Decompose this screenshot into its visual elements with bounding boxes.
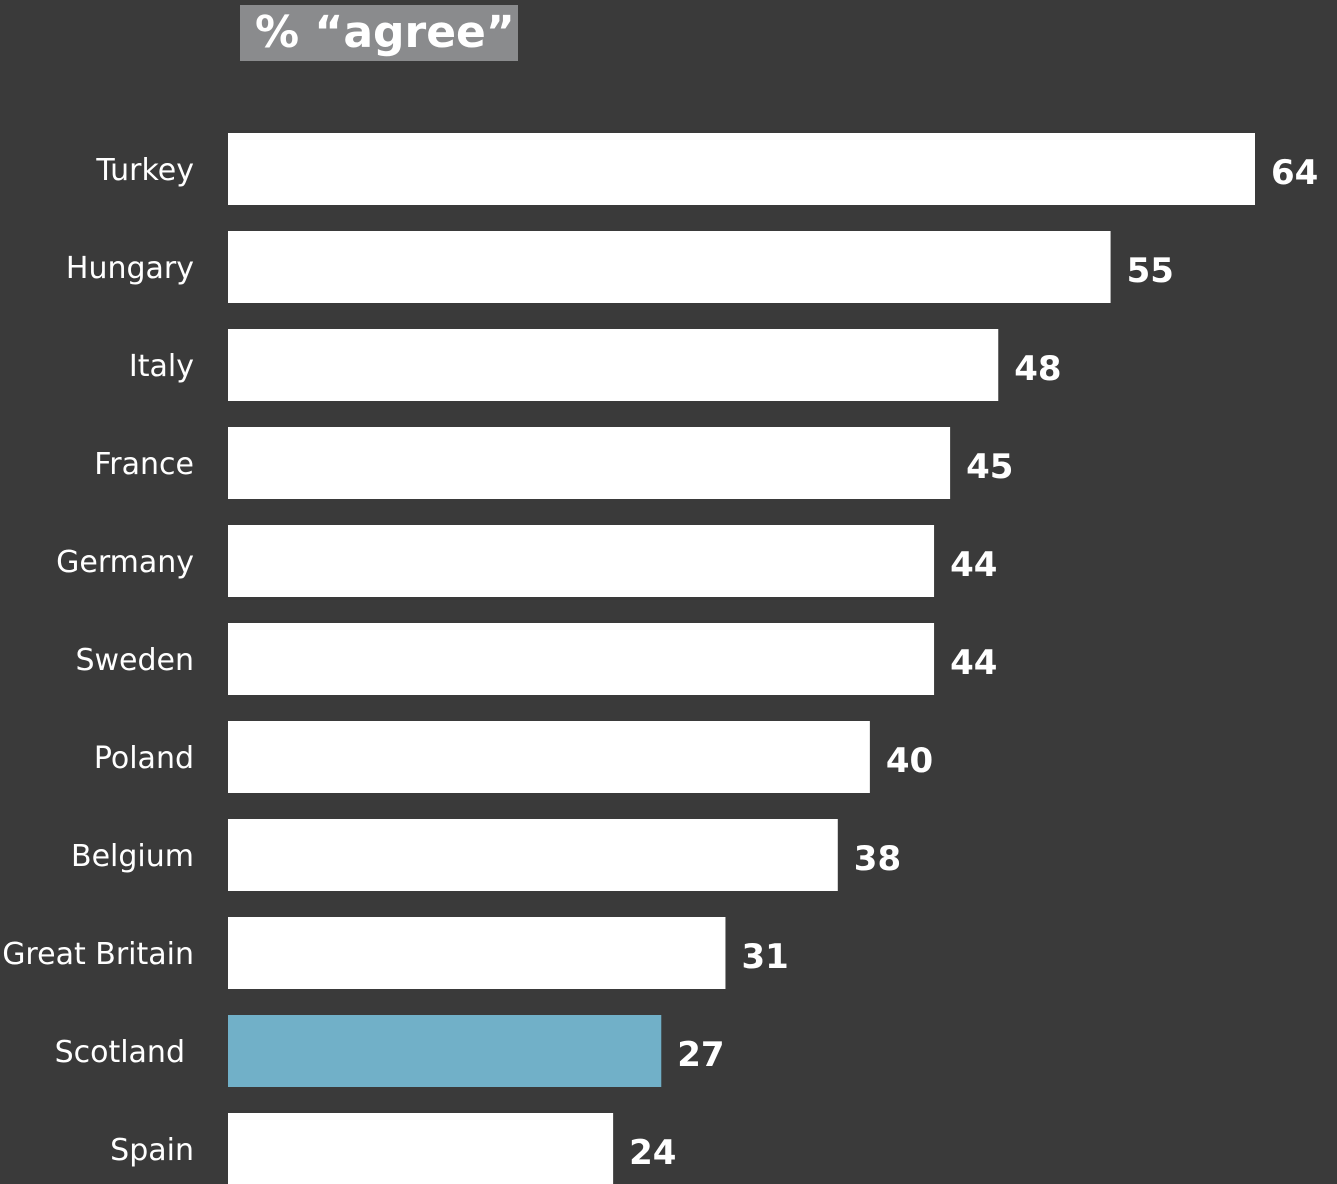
value-label: 31 bbox=[741, 937, 788, 977]
category-label: Italy bbox=[129, 349, 194, 384]
bar-poland bbox=[228, 721, 870, 793]
bar-germany bbox=[228, 525, 935, 597]
category-label: Belgium bbox=[71, 839, 194, 874]
category-label: Spain bbox=[110, 1133, 194, 1168]
bar-hungary bbox=[228, 231, 1111, 303]
bar-italy bbox=[228, 329, 999, 401]
category-label: Hungary bbox=[66, 251, 194, 286]
value-label: 64 bbox=[1271, 153, 1318, 193]
chart-title: % “agree” bbox=[240, 5, 518, 61]
bar-scotland bbox=[228, 1015, 662, 1087]
value-label: 45 bbox=[966, 447, 1013, 487]
value-label: 24 bbox=[629, 1133, 676, 1173]
category-label: Scotland bbox=[55, 1035, 185, 1070]
bar-sweden bbox=[228, 623, 935, 695]
value-label: 27 bbox=[677, 1035, 724, 1075]
bar-belgium bbox=[228, 819, 838, 891]
category-label: Germany bbox=[56, 545, 194, 580]
value-label: 44 bbox=[950, 545, 997, 585]
value-label: 38 bbox=[854, 839, 901, 879]
category-label: Great Britain bbox=[2, 937, 194, 972]
value-label: 40 bbox=[886, 741, 933, 781]
category-label: Turkey bbox=[95, 153, 194, 188]
value-label: 48 bbox=[1014, 349, 1061, 389]
bar-france bbox=[228, 427, 951, 499]
category-label: France bbox=[94, 447, 194, 482]
category-label: Sweden bbox=[75, 643, 194, 678]
value-label: 44 bbox=[950, 643, 997, 683]
bar-spain bbox=[228, 1113, 614, 1184]
category-label: Poland bbox=[94, 741, 194, 776]
bar-great-britain bbox=[228, 917, 726, 989]
bar-turkey bbox=[228, 133, 1255, 205]
value-label: 55 bbox=[1127, 251, 1174, 291]
